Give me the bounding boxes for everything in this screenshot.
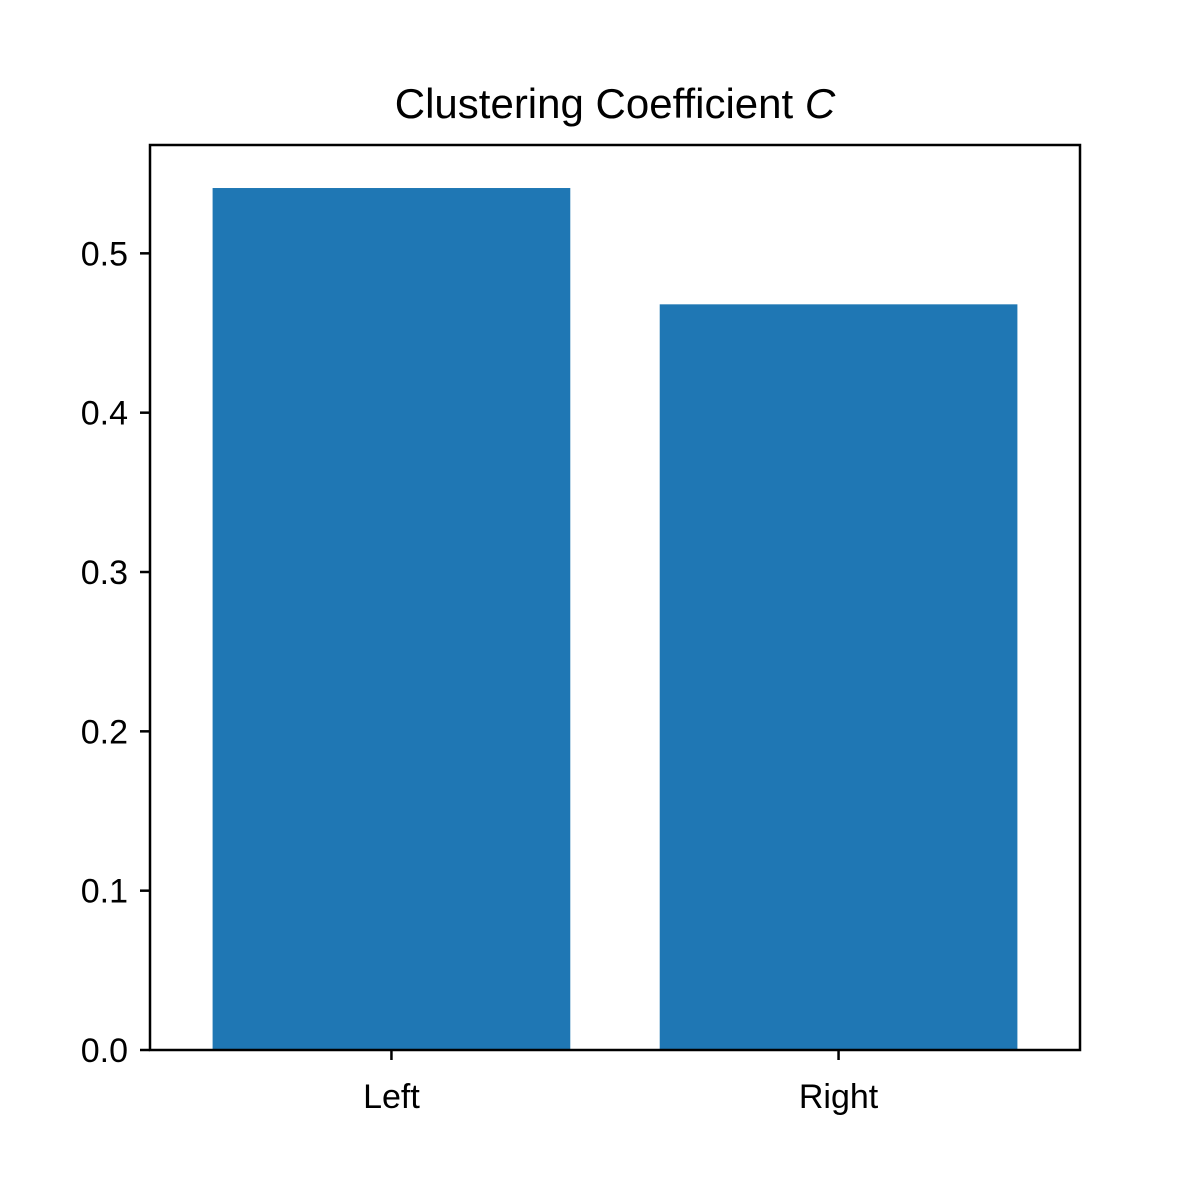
y-tick-label: 0.2: [81, 713, 128, 751]
x-axis: Left Right: [363, 1050, 879, 1116]
bar-right: [659, 304, 1018, 1050]
x-tick-label: Left: [363, 1078, 420, 1116]
chart-title-symbol: C: [805, 80, 836, 127]
bar-left: [212, 188, 571, 1051]
bars-group: [212, 188, 1018, 1051]
y-tick-label: 0.4: [81, 395, 128, 433]
y-tick-label: 0.0: [81, 1032, 128, 1070]
y-tick-label: 0.1: [81, 873, 128, 911]
y-axis: 0.0 0.1 0.2 0.3 0.4 0.5: [81, 235, 150, 1070]
plot-frame: [148, 143, 1082, 1052]
y-tick-label: 0.3: [81, 554, 128, 592]
chart-title-text: Clustering Coefficient: [395, 80, 794, 127]
x-tick-label: Right: [799, 1078, 879, 1116]
y-tick-label: 0.5: [81, 235, 128, 273]
chart-title: Clustering Coefficient C: [395, 80, 836, 127]
